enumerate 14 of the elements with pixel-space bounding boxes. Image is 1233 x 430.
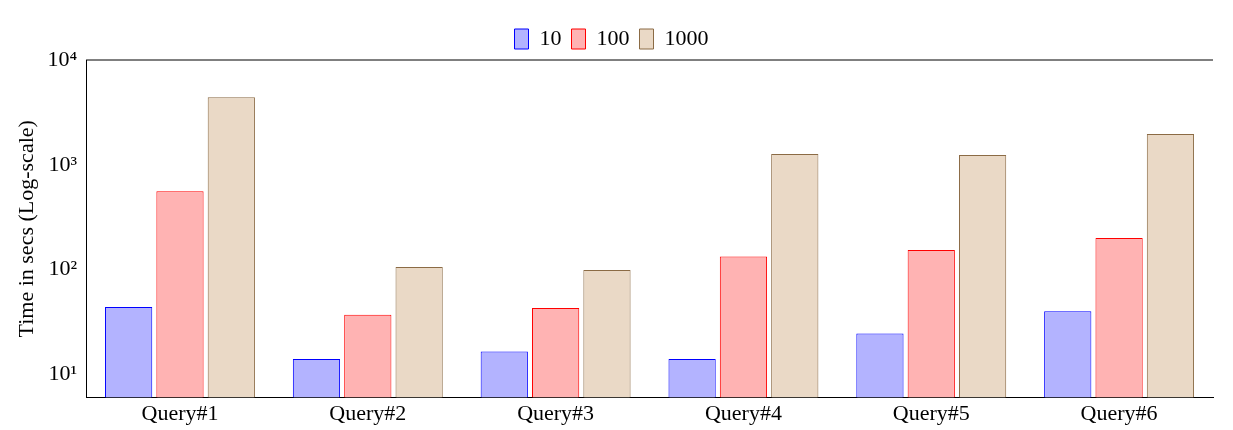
- x-tick-label: Query#1: [141, 399, 219, 425]
- legend-label: 100: [596, 24, 630, 50]
- x-tick-label: Query#2: [329, 399, 407, 425]
- y-tick-label: 10³: [48, 150, 78, 176]
- y-tick-label: 10²: [48, 255, 78, 281]
- y-axis-title: Time in secs (Log-scale): [12, 120, 38, 338]
- legend-label: 1000: [664, 24, 709, 50]
- y-tick-label: 10⁴: [47, 45, 78, 71]
- y-tick-label: 10¹: [48, 360, 78, 386]
- legend-label: 10: [539, 24, 562, 50]
- x-tick-label: Query#3: [517, 399, 595, 425]
- x-tick-label: Query#6: [1080, 399, 1158, 425]
- x-tick-label: Query#5: [892, 399, 970, 425]
- x-tick-label: Query#4: [704, 399, 782, 425]
